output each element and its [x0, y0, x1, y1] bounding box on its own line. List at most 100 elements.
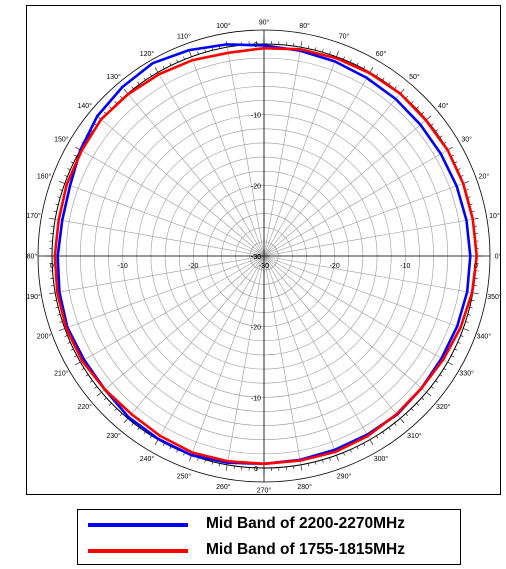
ring-tick: [169, 446, 172, 450]
grid-spoke: [191, 56, 265, 257]
ring-tick: [465, 321, 469, 323]
ring-tick: [349, 59, 352, 63]
angle-tick-label: 300°: [374, 455, 389, 463]
ring-tick: [64, 175, 68, 177]
ring-tick: [343, 56, 345, 60]
ring-tick: [169, 62, 172, 66]
angle-tick-label: 130°: [106, 73, 121, 81]
ring-tick: [411, 408, 414, 411]
grid-spoke: [263, 149, 448, 257]
legend-label: Mid Band of 1755-1815MHz: [206, 541, 405, 558]
ring-tick: [211, 461, 214, 465]
angle-tick-label: 290°: [337, 472, 352, 480]
ring-tick: [343, 452, 345, 456]
ring-tick: [131, 86, 134, 90]
grid-spoke: [263, 183, 464, 257]
ring-tick: [131, 422, 134, 426]
angle-tick-label: 60°: [376, 50, 387, 58]
ring-tick: [314, 461, 317, 465]
ring-tick: [109, 403, 112, 406]
ring-tick: [154, 439, 159, 445]
ring-tick: [363, 66, 366, 69]
ring-tick: [114, 101, 117, 104]
radial-tick-label: -10: [400, 263, 410, 270]
ring-tick: [300, 464, 303, 471]
ring-tick: [336, 455, 339, 461]
ring-tick: [439, 135, 443, 138]
ring-tick: [154, 67, 159, 73]
grid-spoke: [127, 255, 265, 419]
ring-tick: [405, 413, 409, 416]
ring-tick: [204, 459, 206, 463]
ring-tick: [322, 49, 324, 53]
grid-spoke: [263, 255, 473, 294]
radial-tick-label: -30: [251, 254, 261, 261]
ring-tick: [64, 335, 68, 337]
legend: Mid Band of 2200-2270MHz Mid Band of 175…: [77, 509, 461, 565]
ring-tick: [162, 66, 165, 69]
ring-tick: [430, 123, 434, 126]
ring-tick: [59, 181, 65, 184]
angle-tick-label: 20°: [479, 172, 490, 180]
angle-tick-label: 260°: [216, 483, 231, 491]
ring-tick: [322, 459, 324, 463]
ring-tick: [439, 374, 443, 377]
radial-tick-label: -10: [251, 395, 261, 402]
ring-tick: [96, 392, 102, 397]
ring-tick: [307, 45, 309, 49]
ring-tick: [123, 88, 128, 94]
ring-tick: [49, 217, 56, 220]
polar-grid: [37, 29, 491, 483]
ring-tick: [57, 314, 61, 316]
angle-tick-label: 120°: [140, 50, 155, 58]
ring-tick: [70, 348, 74, 351]
ring-tick: [189, 51, 192, 57]
ring-tick: [55, 306, 59, 309]
radial-tick-label: -30: [251, 254, 261, 261]
ring-tick: [143, 77, 146, 81]
ring-tick: [94, 386, 98, 389]
ring-tick: [119, 413, 123, 416]
ring-tick: [67, 168, 71, 171]
grid-spoke: [55, 255, 265, 294]
ring-tick: [59, 321, 63, 323]
ring-tick: [176, 449, 179, 453]
grid-spoke: [80, 149, 265, 257]
angle-tick-label: 180°: [27, 253, 37, 261]
grid-spoke: [263, 255, 371, 440]
angle-tick-label: 70°: [339, 33, 350, 41]
grid-spoke: [157, 72, 265, 257]
ring-tick: [53, 211, 57, 213]
ring-tick: [426, 115, 432, 120]
grid-spoke: [263, 255, 448, 363]
ring-tick: [119, 96, 123, 99]
tick-labels: 0° 10° 20° 30° 40° 50° 60° 70° 80° 90° 100° 110° 120…: [27, 19, 502, 495]
ring-tick: [53, 299, 57, 301]
ring-tick: [55, 203, 59, 206]
legend-item: Mid Band of 1755-1815MHz: [78, 538, 460, 564]
radial-tick-label: -20: [330, 263, 340, 270]
ring-tick: [75, 361, 81, 366]
ring-tick: [394, 422, 397, 426]
ring-tick: [197, 51, 199, 55]
ring-tick: [463, 328, 469, 331]
ring-tick: [376, 435, 379, 439]
radial-tick-label: -20: [251, 325, 261, 332]
plot-area: 0° 10° 20° 30° 40° 50° 60° 70° 80° 90° 100° 110° 120…: [26, 5, 502, 495]
ring-tick: [300, 41, 303, 48]
ring-tick: [421, 111, 424, 115]
angle-tick-label: 230°: [106, 432, 121, 440]
ring-tick: [204, 49, 206, 53]
grid-spoke: [263, 255, 302, 465]
ring-tick: [460, 335, 464, 337]
ring-tick: [307, 463, 309, 467]
grid-spoke: [263, 255, 427, 393]
angle-tick-label: 170°: [27, 212, 41, 220]
radial-tick-label: -20: [251, 183, 261, 190]
ring-tick: [447, 361, 453, 366]
ring-tick: [382, 431, 385, 435]
ring-tick: [162, 443, 165, 446]
ring-tick: [363, 443, 366, 446]
ring-tick: [388, 427, 391, 431]
ring-tick: [123, 418, 128, 424]
